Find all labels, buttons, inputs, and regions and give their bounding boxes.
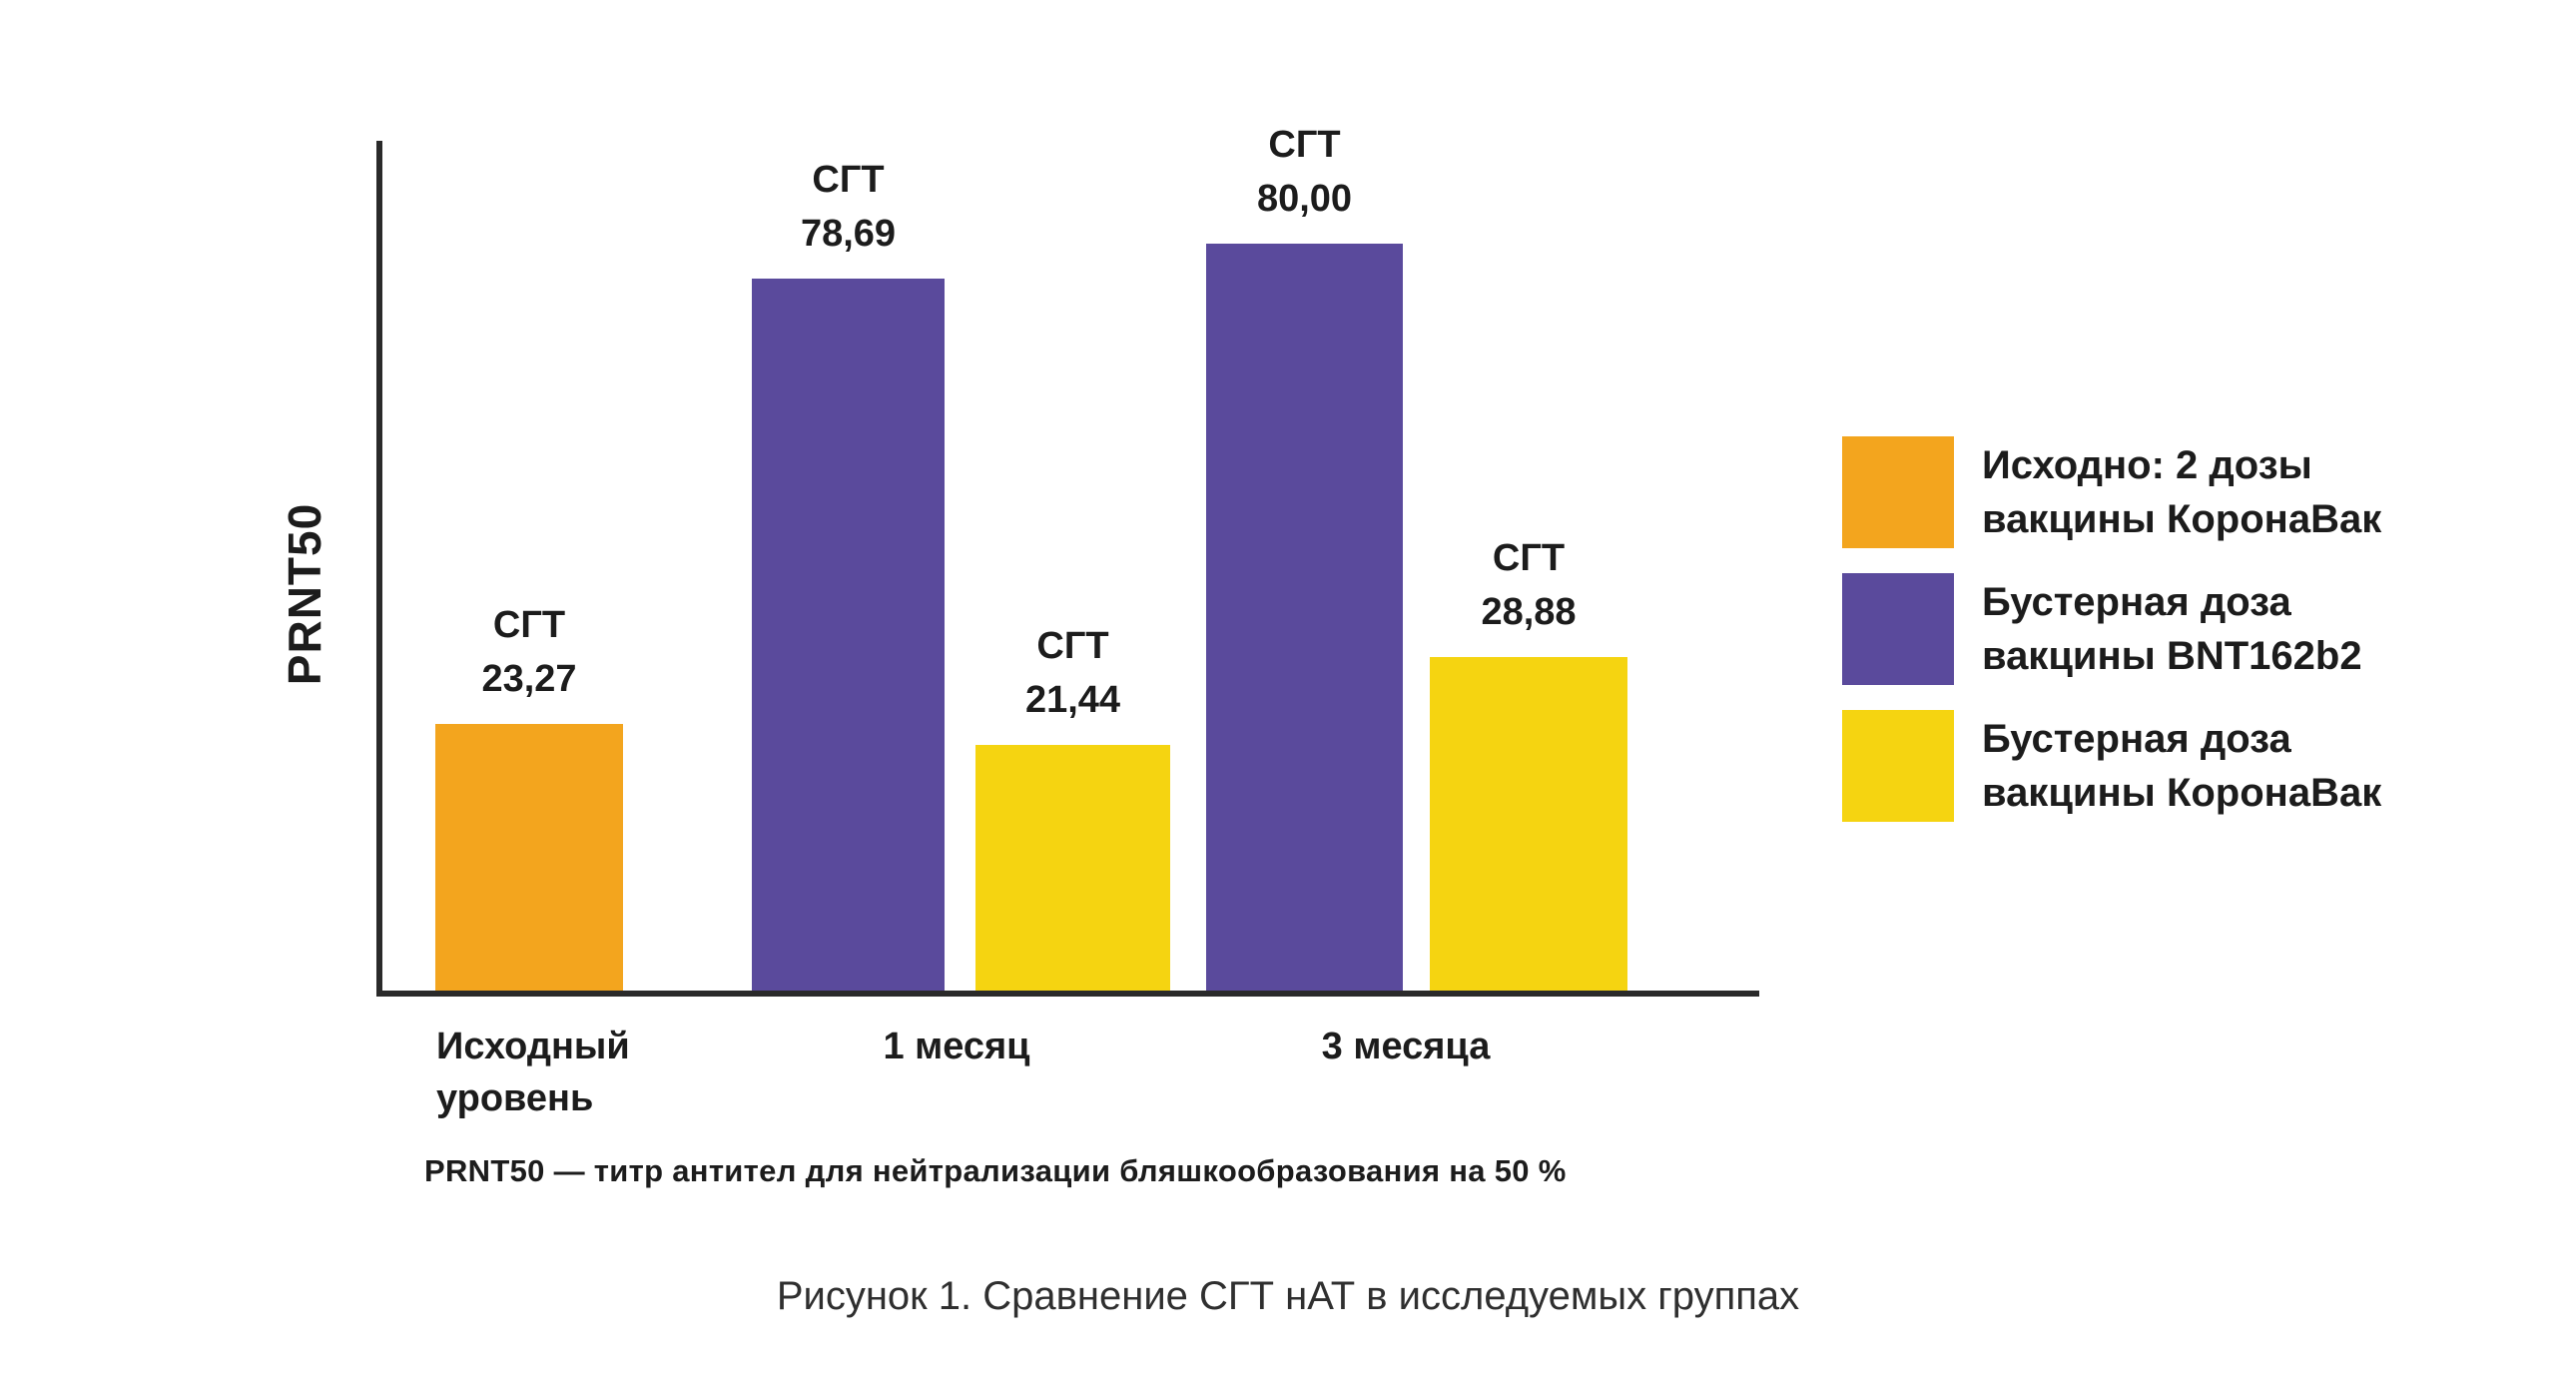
legend-label-line1: Бустерная доза <box>1982 580 2291 624</box>
bar-label-value: 78,69 <box>800 213 897 255</box>
bar-value-label-3: СГТ 21,44 <box>1025 619 1120 727</box>
bar-2 <box>752 279 945 991</box>
legend-label: Бустерная доза вакцины КоронаВак <box>1982 712 2381 820</box>
bar-value-label-4: СГТ 80,00 <box>1257 118 1352 226</box>
legend-label-line2: вакцины BNT162b2 <box>1982 634 2362 678</box>
bar-label-value: 21,44 <box>1024 679 1121 721</box>
bar-label-prefix: СГТ <box>492 604 566 646</box>
bar-label-value: 80,00 <box>1256 178 1353 220</box>
legend-item-booster-bnt162b2: Бустерная доза вакцины BNT162b2 <box>1842 573 2381 685</box>
bar-3 <box>975 745 1170 991</box>
legend-label: Исходно: 2 дозы вакцины КоронаВак <box>1982 438 2381 546</box>
bar-label-prefix: СГТ <box>812 159 885 201</box>
legend: Исходно: 2 дозы вакцины КоронаВак Бустер… <box>1842 436 2381 822</box>
legend-label: Бустерная доза вакцины BNT162b2 <box>1982 575 2362 683</box>
y-axis-line <box>376 141 382 997</box>
bar-value-label-2: СГТ 78,69 <box>801 153 896 261</box>
legend-label-line1: Исходно: 2 дозы <box>1982 443 2312 487</box>
bar-5 <box>1430 657 1627 991</box>
legend-item-booster-coronavac: Бустерная доза вакцины КоронаВак <box>1842 710 2381 822</box>
legend-swatch-purple <box>1842 573 1954 685</box>
bar-4 <box>1206 244 1403 991</box>
legend-label-line1: Бустерная доза <box>1982 717 2291 761</box>
x-tick-3-months: 3 месяца <box>1321 1026 1491 1067</box>
bar-value-label-5: СГТ 28,88 <box>1481 531 1576 639</box>
bar-value-label-1: СГТ 23,27 <box>481 598 576 706</box>
legend-label-line2: вакцины КоронаВак <box>1982 497 2382 541</box>
legend-swatch-yellow <box>1842 710 1954 822</box>
bar-label-prefix: СГТ <box>1036 625 1109 667</box>
figure-caption: Рисунок 1. Сравнение СГТ нАТ в исследуем… <box>776 1274 1800 1318</box>
legend-label-line2: вакцины КоронаВак <box>1982 771 2382 815</box>
bar-label-prefix: СГТ <box>1268 124 1341 166</box>
bar-label-value: 28,88 <box>1481 591 1577 633</box>
bar-label-prefix: СГТ <box>1492 537 1566 579</box>
x-axis-line <box>376 991 1759 997</box>
x-tick-1-month: 1 месяц <box>883 1026 1030 1067</box>
legend-item-baseline-coronavac: Исходно: 2 дозы вакцины КоронаВак <box>1842 436 2381 548</box>
bar-1 <box>435 724 623 991</box>
x-tick-baseline: Исходный уровень <box>436 1026 630 1119</box>
y-axis-label: PRNT50 <box>279 502 330 686</box>
footnote: PRNT50 — титр антител для нейтрализации … <box>424 1153 1567 1188</box>
bar-label-value: 23,27 <box>481 658 577 700</box>
legend-swatch-orange <box>1842 436 1954 548</box>
